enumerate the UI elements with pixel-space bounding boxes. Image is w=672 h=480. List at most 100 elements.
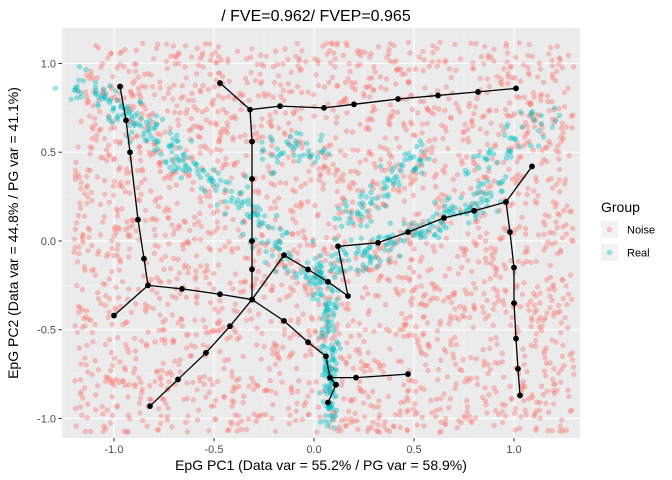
noise-point — [268, 318, 274, 324]
noise-point — [98, 300, 104, 307]
noise-point — [491, 178, 497, 184]
noise-point — [297, 243, 303, 249]
noise-point — [221, 394, 227, 400]
real-point — [297, 153, 303, 159]
real-point — [327, 412, 334, 419]
noise-point — [533, 258, 540, 264]
noise-point — [298, 265, 304, 272]
real-point — [345, 220, 351, 226]
noise-point — [100, 281, 106, 287]
real-point — [310, 238, 316, 245]
real-point — [360, 252, 367, 258]
noise-point — [269, 287, 275, 293]
noise-point — [92, 321, 98, 328]
noise-point — [405, 39, 412, 46]
noise-point — [379, 185, 385, 192]
noise-point — [387, 151, 393, 158]
noise-point — [564, 301, 570, 308]
noise-point — [431, 158, 438, 164]
real-point — [331, 328, 337, 334]
noise-point — [406, 222, 412, 228]
noise-point — [565, 85, 571, 91]
real-point — [97, 92, 104, 98]
noise-point — [330, 161, 336, 168]
noise-point — [244, 317, 250, 323]
noise-point — [196, 62, 202, 68]
noise-point — [292, 189, 298, 195]
noise-point — [385, 147, 391, 154]
noise-point — [293, 53, 299, 59]
noise-point — [227, 280, 233, 286]
real-point — [463, 171, 469, 177]
noise-point — [266, 169, 273, 175]
noise-point — [302, 181, 308, 187]
noise-point — [333, 326, 340, 332]
noise-point — [463, 154, 470, 160]
noise-point — [365, 362, 371, 369]
noise-point — [261, 90, 267, 97]
noise-point — [175, 117, 181, 123]
noise-point — [452, 361, 459, 367]
noise-point — [198, 144, 204, 150]
noise-point — [221, 394, 227, 400]
real-point — [329, 356, 335, 363]
noise-point — [261, 343, 267, 350]
real-point — [288, 143, 295, 149]
noise-point — [155, 427, 161, 433]
noise-point — [214, 219, 220, 225]
noise-point — [102, 378, 109, 385]
noise-point — [153, 149, 159, 155]
noise-point — [369, 151, 375, 158]
noise-point — [283, 180, 289, 186]
noise-point — [490, 306, 496, 313]
noise-point — [327, 295, 333, 301]
noise-point — [371, 357, 377, 363]
noise-point — [122, 188, 129, 195]
real-point — [74, 83, 81, 90]
noise-point — [131, 61, 138, 67]
real-point — [498, 180, 504, 186]
noise-point — [243, 152, 249, 159]
real-point — [273, 244, 280, 250]
noise-point — [115, 295, 122, 301]
noise-point — [116, 267, 123, 273]
noise-point — [553, 147, 559, 154]
noise-point — [452, 41, 458, 48]
noise-point — [124, 345, 130, 352]
noise-point — [291, 247, 297, 253]
real-point — [330, 323, 336, 330]
noise-point — [79, 412, 85, 418]
noise-point — [271, 79, 278, 86]
real-point — [322, 369, 328, 375]
noise-point — [170, 231, 177, 237]
real-point — [293, 143, 299, 150]
noise-point — [290, 274, 296, 281]
noise-point — [288, 384, 295, 390]
noise-point — [200, 64, 206, 70]
real-point — [95, 103, 101, 109]
real-point — [257, 206, 263, 213]
graph-edge — [437, 91, 479, 97]
noise-point — [327, 268, 333, 275]
noise-point — [484, 175, 490, 181]
noise-point — [343, 268, 349, 275]
noise-point — [280, 262, 287, 268]
noise-point — [327, 152, 333, 158]
noise-point — [508, 395, 515, 401]
noise-point — [348, 168, 354, 175]
real-point — [295, 140, 301, 147]
noise-point — [82, 323, 88, 329]
noise-point — [448, 337, 454, 343]
noise-point — [524, 123, 531, 130]
noise-point — [131, 92, 137, 99]
noise-point — [297, 115, 304, 122]
graph-node — [351, 101, 357, 108]
real-point — [418, 232, 424, 238]
graph-edge — [513, 303, 517, 339]
noise-point — [570, 112, 576, 118]
noise-point — [386, 328, 393, 334]
noise-point — [532, 338, 539, 344]
graph-node — [135, 216, 141, 223]
noise-point — [396, 144, 402, 150]
real-point — [385, 240, 391, 247]
